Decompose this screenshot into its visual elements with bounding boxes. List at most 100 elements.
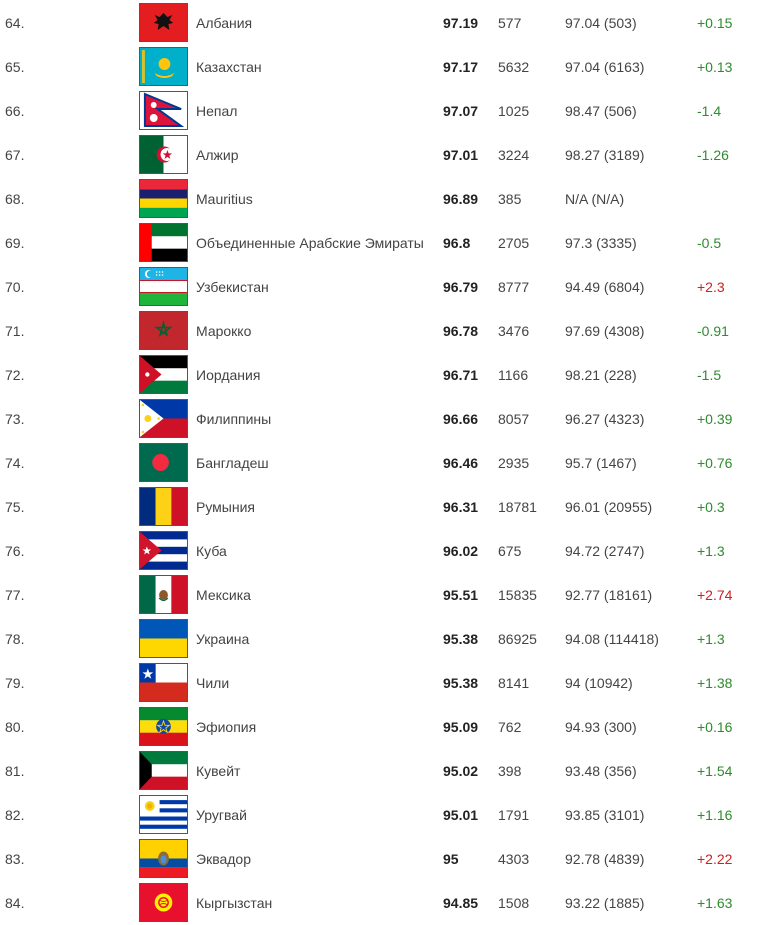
sample-count: 1508	[498, 895, 530, 911]
score-change: +1.16	[697, 807, 733, 823]
bangladesh-flag-icon	[139, 443, 188, 482]
previous-score: N/A (N/A)	[565, 191, 625, 207]
previous-score: 96.27 (4323)	[565, 411, 645, 427]
previous-score: 93.85 (3101)	[565, 807, 645, 823]
algeria-flag-icon	[139, 135, 188, 174]
table-row: 78. Украина 95.38 86925 94.08 (114418) +1.3	[0, 617, 771, 661]
score-change: +2.74	[697, 587, 733, 603]
table-row: 64. Албания 97.19 577 97.04 (503) +0.15	[0, 1, 771, 45]
rank-number: 71.	[5, 323, 25, 339]
score-change: -0.5	[697, 235, 722, 251]
country-name: Бангладеш	[196, 455, 269, 471]
table-row: 81. Кувейт 95.02 398 93.48 (356) +1.54	[0, 749, 771, 793]
previous-score: 96.01 (20955)	[565, 499, 653, 515]
previous-score: 94.93 (300)	[565, 719, 637, 735]
score-value: 96.8	[443, 235, 471, 251]
score-change: -0.91	[697, 323, 729, 339]
sample-count: 86925	[498, 631, 537, 647]
previous-score: 92.77 (18161)	[565, 587, 653, 603]
table-row: 84. Кыргызстан 94.85 1508 93.22 (1885) +1.63	[0, 881, 771, 925]
uruguay-flag-icon	[139, 795, 188, 834]
table-row: 72. Иордания 96.71 1166 98.21 (228) -1.5	[0, 353, 771, 397]
rank-number: 82.	[5, 807, 25, 823]
country-name: Кыргызстан	[196, 895, 273, 911]
rank-number: 75.	[5, 499, 25, 515]
kazakhstan-flag-icon	[139, 47, 188, 86]
sample-count: 762	[498, 719, 522, 735]
rank-number: 70.	[5, 279, 25, 295]
rank-number: 84.	[5, 895, 25, 911]
table-row: 66. Непал 97.07 1025 98.47 (506) -1.4	[0, 89, 771, 133]
score-value: 96.78	[443, 323, 479, 339]
score-value: 95.01	[443, 807, 479, 823]
score-value: 96.71	[443, 367, 479, 383]
rank-number: 66.	[5, 103, 25, 119]
kuwait-flag-icon	[139, 751, 188, 790]
previous-score: 97.04 (503)	[565, 15, 637, 31]
previous-score: 97.3 (3335)	[565, 235, 637, 251]
jordan-flag-icon	[139, 355, 188, 394]
uzbekistan-flag-icon	[139, 267, 188, 306]
rank-number: 76.	[5, 543, 25, 559]
previous-score: 97.04 (6163)	[565, 59, 645, 75]
table-row: 75. Румыния 96.31 18781 96.01 (20955) +0.3	[0, 485, 771, 529]
table-row: 77. Мексика 95.51 15835 92.77 (18161) +2.74	[0, 573, 771, 617]
table-row: 79. Чили 95.38 8141 94 (10942) +1.38	[0, 661, 771, 705]
cuba-flag-icon	[139, 531, 188, 570]
previous-score: 98.27 (3189)	[565, 147, 645, 163]
ukraine-flag-icon	[139, 619, 188, 658]
rank-number: 74.	[5, 455, 25, 471]
table-row: 76. Куба 96.02 675 94.72 (2747) +1.3	[0, 529, 771, 573]
score-value: 95.38	[443, 675, 479, 691]
rank-number: 73.	[5, 411, 25, 427]
score-value: 94.85	[443, 895, 479, 911]
score-change: +1.3	[697, 631, 725, 647]
score-value: 95	[443, 851, 459, 867]
country-name: Албания	[196, 15, 253, 31]
country-name: Украина	[196, 631, 250, 647]
country-name: Румыния	[196, 499, 256, 515]
rank-number: 79.	[5, 675, 25, 691]
country-name: Иордания	[196, 367, 261, 383]
score-value: 97.01	[443, 147, 479, 163]
table-row: 67. Алжир 97.01 3224 98.27 (3189) -1.26	[0, 133, 771, 177]
previous-score: 93.22 (1885)	[565, 895, 645, 911]
sample-count: 675	[498, 543, 522, 559]
score-value: 95.51	[443, 587, 479, 603]
previous-score: 95.7 (1467)	[565, 455, 637, 471]
table-row: 69. Объединенные Арабские Эмираты 96.8 2705…	[0, 221, 771, 265]
country-name: Чили	[196, 675, 230, 691]
previous-score: 94 (10942)	[565, 675, 633, 691]
sample-count: 18781	[498, 499, 537, 515]
score-value: 96.02	[443, 543, 479, 559]
score-change: +0.13	[697, 59, 733, 75]
uae-flag-icon	[139, 223, 188, 262]
ethiopia-flag-icon	[139, 707, 188, 746]
sample-count: 3224	[498, 147, 530, 163]
table-row: 80. Эфиопия 95.09 762 94.93 (300) +0.16	[0, 705, 771, 749]
country-name: Алжир	[196, 147, 239, 163]
previous-score: 98.47 (506)	[565, 103, 637, 119]
country-name: Эфиопия	[196, 719, 257, 735]
rank-number: 69.	[5, 235, 25, 251]
sample-count: 2705	[498, 235, 530, 251]
mauritius-flag-icon	[139, 179, 188, 218]
sample-count: 8141	[498, 675, 530, 691]
previous-score: 94.72 (2747)	[565, 543, 645, 559]
rank-number: 72.	[5, 367, 25, 383]
romania-flag-icon	[139, 487, 188, 526]
score-value: 97.17	[443, 59, 479, 75]
previous-score: 93.48 (356)	[565, 763, 637, 779]
rank-number: 64.	[5, 15, 25, 31]
rank-number: 78.	[5, 631, 25, 647]
mexico-flag-icon	[139, 575, 188, 614]
sample-count: 5632	[498, 59, 530, 75]
score-change: +0.76	[697, 455, 733, 471]
sample-count: 8777	[498, 279, 530, 295]
sample-count: 1166	[498, 367, 529, 383]
sample-count: 398	[498, 763, 522, 779]
table-row: 73. Филиппины 96.66 8057 96.27 (4323) +0.39	[0, 397, 771, 441]
score-change: +1.38	[697, 675, 733, 691]
chile-flag-icon	[139, 663, 188, 702]
sample-count: 1791	[498, 807, 530, 823]
